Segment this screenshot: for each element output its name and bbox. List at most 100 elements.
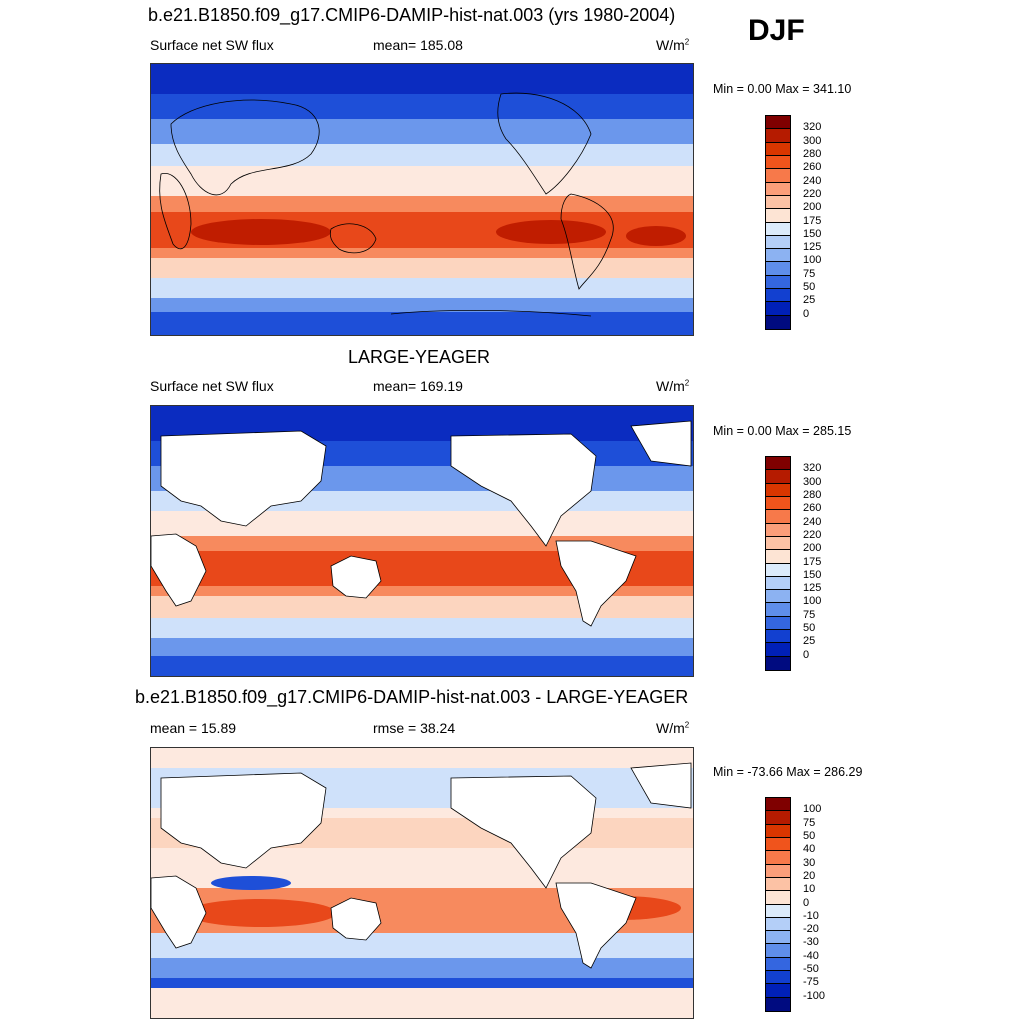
colorbar-tick-label: 300 bbox=[803, 134, 822, 147]
panel1-minmax: Min = 0.00 Max = 341.10 bbox=[713, 82, 852, 96]
colorbar-swatch bbox=[766, 209, 790, 223]
colorbar-swatch bbox=[766, 169, 790, 183]
panel1-mean-label: mean= 185.08 bbox=[373, 37, 463, 53]
colorbar-swatch bbox=[766, 931, 790, 945]
colorbar-swatch bbox=[766, 523, 790, 537]
colorbar-tick-label: -20 bbox=[803, 923, 819, 936]
panel1-variable-label: Surface net SW flux bbox=[150, 37, 274, 53]
colorbar-tick-label: 280 bbox=[803, 147, 822, 160]
colorbar-tick-label: 100 bbox=[803, 254, 822, 267]
panel2-mean-label: mean= 169.19 bbox=[373, 378, 463, 394]
colorbar-swatch bbox=[766, 944, 790, 958]
colorbar-tick-label: 75 bbox=[803, 608, 816, 621]
panel2-map-field bbox=[151, 406, 693, 676]
colorbar-tick-label: -50 bbox=[803, 963, 819, 976]
colorbar-swatch bbox=[766, 550, 790, 564]
colorbar-tick-label: 100 bbox=[803, 595, 822, 608]
colorbar-tick-label: 175 bbox=[803, 214, 822, 227]
colorbar-tick-label: 20 bbox=[803, 869, 816, 882]
colorbar-swatch bbox=[766, 630, 790, 644]
colorbar-tick-label: 240 bbox=[803, 515, 822, 528]
colorbar-tick-label: -30 bbox=[803, 936, 819, 949]
colorbar-swatch bbox=[766, 798, 790, 812]
colorbar-swatch bbox=[766, 997, 790, 1011]
colorbar-tick-label: 125 bbox=[803, 582, 822, 595]
colorbar-tick-label: 75 bbox=[803, 816, 816, 829]
colorbar-swatch bbox=[766, 302, 790, 316]
panel3-colorbar bbox=[765, 797, 791, 1012]
colorbar-swatch bbox=[766, 877, 790, 892]
colorbar-tick-label: 100 bbox=[803, 803, 822, 816]
colorbar-tick-label: 25 bbox=[803, 294, 816, 307]
colorbar-swatch bbox=[766, 643, 790, 657]
colorbar-swatch bbox=[766, 275, 790, 290]
colorbar-tick-label: 125 bbox=[803, 241, 822, 254]
colorbar-tick-label: 50 bbox=[803, 829, 816, 842]
colorbar-tick-label: 175 bbox=[803, 555, 822, 568]
colorbar-swatch bbox=[766, 904, 790, 918]
colorbar-swatch bbox=[766, 142, 790, 156]
colorbar-tick-label: 0 bbox=[803, 307, 810, 320]
panel3-rmse-label: rmse = 38.24 bbox=[373, 720, 456, 736]
colorbar-swatch bbox=[766, 957, 790, 972]
colorbar-swatch bbox=[766, 590, 790, 604]
panel3-mean-label: mean = 15.89 bbox=[150, 720, 237, 736]
colorbar-tick-label: 240 bbox=[803, 174, 822, 187]
colorbar-swatch bbox=[766, 195, 790, 210]
colorbar-swatch bbox=[766, 235, 790, 250]
colorbar-tick-label: 150 bbox=[803, 227, 822, 240]
colorbar-swatch bbox=[766, 824, 790, 838]
colorbar-swatch bbox=[766, 116, 790, 130]
colorbar-tick-label: 260 bbox=[803, 161, 822, 174]
colorbar-tick-label: 75 bbox=[803, 267, 816, 280]
colorbar-tick-label: 300 bbox=[803, 475, 822, 488]
colorbar-swatch bbox=[766, 563, 790, 577]
colorbar-tick-label: 150 bbox=[803, 568, 822, 581]
colorbar-swatch bbox=[766, 155, 790, 170]
colorbar-tick-label: 200 bbox=[803, 201, 822, 214]
panel1-title: b.e21.B1850.f09_g17.CMIP6-DAMIP-hist-nat… bbox=[148, 5, 676, 25]
colorbar-tick-label: 25 bbox=[803, 635, 816, 648]
panel2-title: LARGE-YEAGER bbox=[348, 347, 491, 367]
season-label: DJF bbox=[748, 14, 805, 47]
panel3-units: W/m2 bbox=[656, 720, 690, 736]
colorbar-swatch bbox=[766, 289, 790, 303]
colorbar-tick-label: 40 bbox=[803, 843, 816, 856]
colorbar-tick-label: 50 bbox=[803, 622, 816, 635]
colorbar-swatch bbox=[766, 603, 790, 617]
colorbar-swatch bbox=[766, 917, 790, 932]
colorbar-tick-label: 10 bbox=[803, 883, 816, 896]
colorbar-swatch bbox=[766, 971, 790, 985]
panel2-units: W/m2 bbox=[656, 378, 690, 394]
colorbar-tick-label: 220 bbox=[803, 187, 822, 200]
colorbar-swatch bbox=[766, 182, 790, 196]
panel1-colorbar bbox=[765, 115, 791, 330]
panel2-colorbar bbox=[765, 456, 791, 671]
colorbar-swatch bbox=[766, 851, 790, 865]
colorbar-swatch bbox=[766, 811, 790, 825]
colorbar-swatch bbox=[766, 864, 790, 878]
colorbar-swatch bbox=[766, 536, 790, 551]
colorbar-tick-label: -100 bbox=[803, 989, 826, 1002]
colorbar-swatch bbox=[766, 496, 790, 511]
colorbar-swatch bbox=[766, 510, 790, 524]
colorbar-swatch bbox=[766, 656, 790, 670]
colorbar-swatch bbox=[766, 457, 790, 471]
panel2-map bbox=[150, 405, 694, 677]
colorbar-swatch bbox=[766, 483, 790, 497]
colorbar-swatch bbox=[766, 576, 790, 591]
colorbar-tick-label: 200 bbox=[803, 542, 822, 555]
colorbar-tick-label: 280 bbox=[803, 488, 822, 501]
colorbar-swatch bbox=[766, 262, 790, 276]
panel3-map bbox=[150, 747, 694, 1019]
colorbar-tick-label: -10 bbox=[803, 909, 819, 922]
panel3-minmax: Min = -73.66 Max = 286.29 bbox=[713, 765, 863, 779]
colorbar-swatch bbox=[766, 222, 790, 236]
colorbar-tick-label: 50 bbox=[803, 281, 816, 294]
colorbar-tick-label: 0 bbox=[803, 648, 810, 661]
colorbar-swatch bbox=[766, 616, 790, 631]
panel1-units: W/m2 bbox=[656, 37, 690, 53]
colorbar-tick-label: 30 bbox=[803, 856, 816, 869]
colorbar-swatch bbox=[766, 315, 790, 329]
colorbar-tick-label: 260 bbox=[803, 502, 822, 515]
